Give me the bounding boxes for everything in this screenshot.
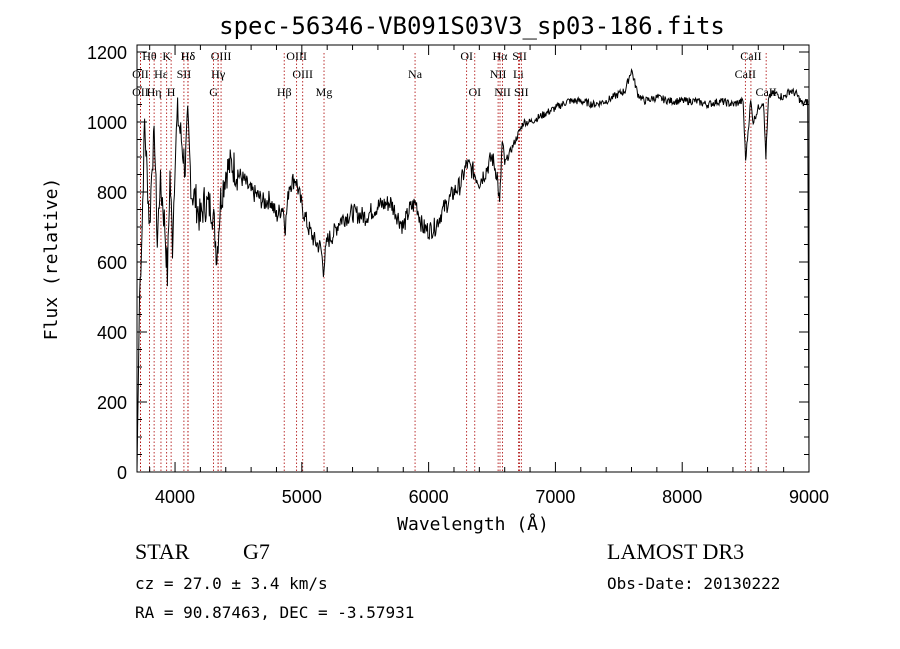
- x-tick-label: 7000: [535, 487, 575, 507]
- x-tick-label: 8000: [662, 487, 702, 507]
- y-tick-label: 200: [97, 393, 127, 413]
- emission-line-label: SII: [514, 85, 529, 99]
- emission-line-label: OII: [132, 85, 149, 99]
- absorption-line-label: CaII: [740, 49, 761, 63]
- emission-line-label: Hα: [493, 49, 509, 63]
- redshift-text: cz = 27.0 ± 3.4 km/s: [135, 574, 328, 593]
- emission-line-label: NII: [494, 85, 511, 99]
- y-tick-label: 600: [97, 253, 127, 273]
- series-line-flux: [136, 68, 810, 473]
- emission-line-label: Hβ: [277, 85, 292, 99]
- y-tick-label: 400: [97, 323, 127, 343]
- absorption-line-label: Hθ: [142, 49, 157, 63]
- x-tick-label: 6000: [409, 487, 449, 507]
- x-tick-label: 9000: [789, 487, 829, 507]
- plot-frame: [136, 44, 810, 473]
- emission-line-label: OIII: [286, 49, 307, 63]
- y-tick-label: 0: [117, 463, 127, 483]
- absorption-line-label: CaII: [735, 67, 756, 81]
- spectrum-series: [136, 68, 810, 473]
- absorption-line-label: G: [209, 85, 218, 99]
- absorption-line-label: Hη: [147, 85, 162, 99]
- x-axis-ticks: 4000 5000 6000 7000 8000 9000: [149, 45, 829, 507]
- absorption-line-label: H: [167, 85, 176, 99]
- y-axis-label: Flux (relative): [41, 178, 62, 341]
- emission-line-label: Li: [513, 67, 524, 81]
- absorption-line-label: SII: [177, 67, 192, 81]
- x-tick-label: 4000: [155, 487, 195, 507]
- y-tick-label: 1000: [87, 113, 127, 133]
- emission-line-label: Na: [408, 67, 423, 81]
- absorption-line-label: Hδ: [181, 49, 196, 63]
- object-class: STAR: [135, 539, 190, 564]
- x-axis-label: Wavelength (Å): [397, 513, 549, 535]
- x-tick-label: 5000: [282, 487, 322, 507]
- survey-name: LAMOST DR3: [607, 539, 745, 564]
- obs-date: Obs-Date: 20130222: [607, 574, 781, 593]
- emission-line-label: Hδ: [181, 49, 196, 63]
- absorption-line-label: Hγ: [211, 67, 226, 81]
- emission-line-label: OI: [460, 49, 473, 63]
- absorption-line-label: Hε: [154, 67, 168, 81]
- y-tick-label: 800: [97, 183, 127, 203]
- emission-line-label: NII: [490, 67, 507, 81]
- chart-title: spec-56346-VB091S03V3_sp03-186.fits: [219, 12, 725, 40]
- coordinates: RA = 90.87463, DEC = -3.57931: [135, 603, 415, 622]
- emission-line-label: OI: [468, 85, 481, 99]
- absorption-line-label: K: [162, 49, 171, 63]
- spectral-subclass: G7: [243, 539, 270, 564]
- emission-line-label: OIII: [211, 49, 232, 63]
- y-axis-ticks: 0 200 400 600 800 1000 1200: [87, 43, 809, 483]
- y-tick-label: 1200: [87, 43, 127, 63]
- absorption-line-label: Mg: [316, 85, 333, 99]
- emission-line-label: SII: [512, 49, 527, 63]
- emission-line-label: OIII: [292, 67, 313, 81]
